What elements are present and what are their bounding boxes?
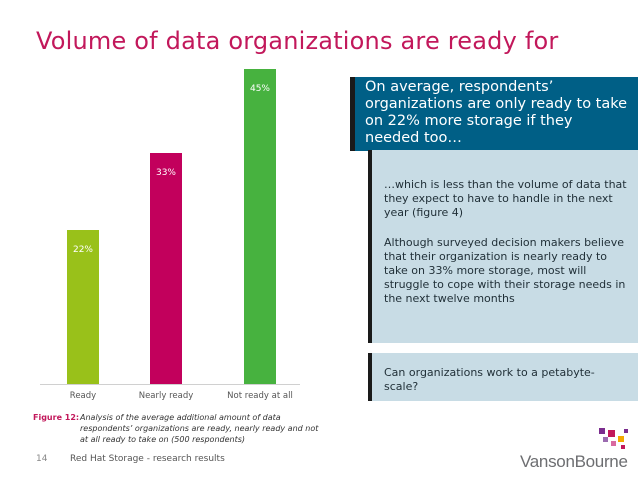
logo-square	[599, 428, 605, 434]
bar-chart: 22% Ready 33% Nearly ready 45% Not ready at a…	[40, 69, 300, 401]
x-tick-label: Ready	[70, 391, 96, 401]
footer-text: Red Hat Storage - research results	[70, 454, 225, 464]
logo-square	[608, 430, 615, 437]
bar-value-label: 45%	[250, 84, 270, 94]
logo-square	[603, 437, 608, 442]
bar-not-ready-at-all	[244, 69, 276, 384]
logo-square	[624, 429, 628, 433]
vansonbourne-logo	[599, 428, 628, 449]
figure-label: Figure 12:	[33, 413, 80, 422]
bar-ready	[67, 230, 99, 384]
x-tick-label: Nearly ready	[139, 391, 194, 401]
callout-main: On average, respondents’ organizations a…	[350, 77, 638, 151]
page-title: Volume of data organizations are ready f…	[36, 27, 559, 55]
bar-nearly-ready	[150, 153, 182, 384]
callout-detail-1: …which is less than the volume of data t…	[384, 178, 627, 219]
figure-caption: Figure 12: Analysis of the average addit…	[33, 412, 323, 445]
figure-caption-text: Analysis of the average additional amoun…	[80, 413, 319, 444]
callout-question: Can organizations work to a petabyte-sca…	[368, 353, 638, 401]
logo-square	[618, 436, 624, 442]
callout-detail-2: Although surveyed decision makers believ…	[384, 236, 626, 305]
bar-value-label: 33%	[156, 168, 176, 178]
page-number: 14	[36, 454, 48, 464]
logo-square	[621, 445, 625, 449]
x-tick-label: Not ready at all	[227, 391, 293, 401]
bar-value-label: 22%	[73, 245, 93, 255]
callout-details: …which is less than the volume of data t…	[368, 150, 638, 343]
logo-square	[611, 441, 616, 446]
logo-text: VansonBourne	[520, 452, 628, 471]
